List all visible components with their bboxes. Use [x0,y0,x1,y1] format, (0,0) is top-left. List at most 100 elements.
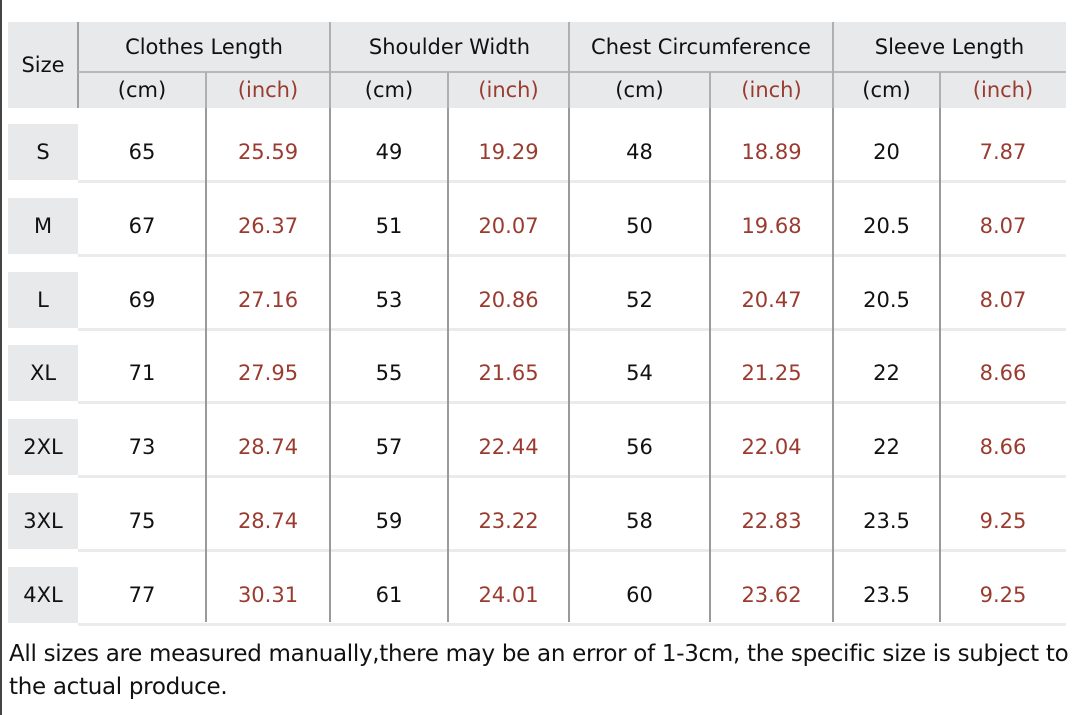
cm-value: 71 [128,361,156,385]
cm-value: 61 [375,583,403,607]
inch-value: 20.07 [478,214,539,238]
cm-value: 77 [128,583,156,607]
inch-value: 8.07 [979,214,1027,238]
column-divider [205,108,207,622]
column-divider [709,108,711,622]
inch-value: 21.65 [478,361,539,385]
cm-value: 20.5 [863,214,910,238]
size-header: Size [21,53,65,77]
row-divider [78,475,1066,478]
unit-inch-header: (inch) [478,78,539,102]
unit-cm-header: (cm) [364,78,414,102]
row-divider [78,254,1066,257]
unit-inch-header: (inch) [972,78,1034,102]
column-divider [447,108,449,622]
inch-value: 8.66 [979,435,1027,459]
header-row-divider [78,71,1066,73]
cm-value: 22 [873,361,900,385]
cm-value: 69 [128,288,156,312]
inch-value: 7.87 [979,140,1027,164]
inch-value: 8.66 [979,361,1027,385]
cm-value: 51 [375,214,403,238]
size-label: 3XL [8,493,78,549]
cm-value: 73 [128,435,156,459]
cm-value: 54 [626,361,653,385]
cm-value: 60 [626,583,653,607]
header-divider [939,72,941,108]
column-group-header: Shoulder Width [368,35,531,59]
header-divider [709,72,711,108]
cm-value: 20.5 [863,288,910,312]
cm-value: 67 [128,214,156,238]
cm-value: 75 [128,509,156,533]
row-divider [78,623,1066,626]
inch-value: 22.44 [478,435,539,459]
inch-value: 28.74 [237,435,299,459]
inch-value: 23.22 [478,509,539,533]
inch-value: 8.07 [979,288,1027,312]
cm-value: 55 [375,361,403,385]
row-divider [78,180,1066,183]
header-divider [832,22,834,108]
cm-value: 56 [626,435,653,459]
row-divider [78,328,1066,331]
unit-inch-header: (inch) [741,78,802,102]
header-divider [568,22,570,108]
inch-value: 20.47 [741,288,802,312]
header-divider [329,22,331,108]
inch-value: 19.29 [478,140,539,164]
size-label: M [8,198,78,254]
inch-value: 25.59 [237,140,299,164]
inch-value: 21.25 [741,361,802,385]
inch-value: 30.31 [237,583,299,607]
column-divider [832,108,834,622]
cm-value: 59 [375,509,403,533]
cm-value: 23.5 [863,583,910,607]
size-label: 2XL [8,419,78,475]
size-label: S [8,124,78,180]
cm-value: 50 [626,214,653,238]
inch-value: 26.37 [237,214,299,238]
header-divider [447,72,449,108]
header-divider [205,72,207,108]
inch-value: 9.25 [979,583,1027,607]
unit-cm-header: (cm) [615,78,664,102]
inch-value: 24.01 [478,583,539,607]
cm-value: 48 [626,140,653,164]
header-divider [77,22,79,108]
cm-value: 58 [626,509,653,533]
size-label: XL [8,345,78,401]
inch-value: 22.04 [741,435,802,459]
cm-value: 53 [375,288,403,312]
column-group-header: Chest Circumference [591,35,811,59]
measurement-note: All sizes are measured manually,there ma… [9,641,1069,700]
size-label: L [8,272,78,328]
column-group-header: Clothes Length [125,35,283,59]
unit-inch-header: (inch) [237,78,299,102]
column-group-header: Sleeve Length [874,35,1025,59]
row-divider [78,401,1066,404]
inch-value: 27.16 [237,288,299,312]
inch-value: 20.86 [478,288,539,312]
unit-cm-header: (cm) [862,78,911,102]
cm-value: 22 [873,435,900,459]
inch-value: 28.74 [237,509,299,533]
inch-value: 27.95 [237,361,299,385]
cm-value: 23.5 [863,509,910,533]
inch-value: 23.62 [741,583,802,607]
size-label: 4XL [8,567,78,623]
cm-value: 52 [626,288,653,312]
cm-value: 20 [873,140,900,164]
inch-value: 18.89 [741,140,802,164]
column-divider [568,108,570,622]
left-border [0,0,2,715]
cm-value: 65 [128,140,156,164]
column-divider [939,108,941,622]
row-divider [78,549,1066,552]
header-background [8,22,1066,108]
cm-value: 49 [375,140,403,164]
cm-value: 57 [375,435,403,459]
unit-cm-header: (cm) [117,78,167,102]
inch-value: 9.25 [979,509,1027,533]
inch-value: 22.83 [741,509,802,533]
